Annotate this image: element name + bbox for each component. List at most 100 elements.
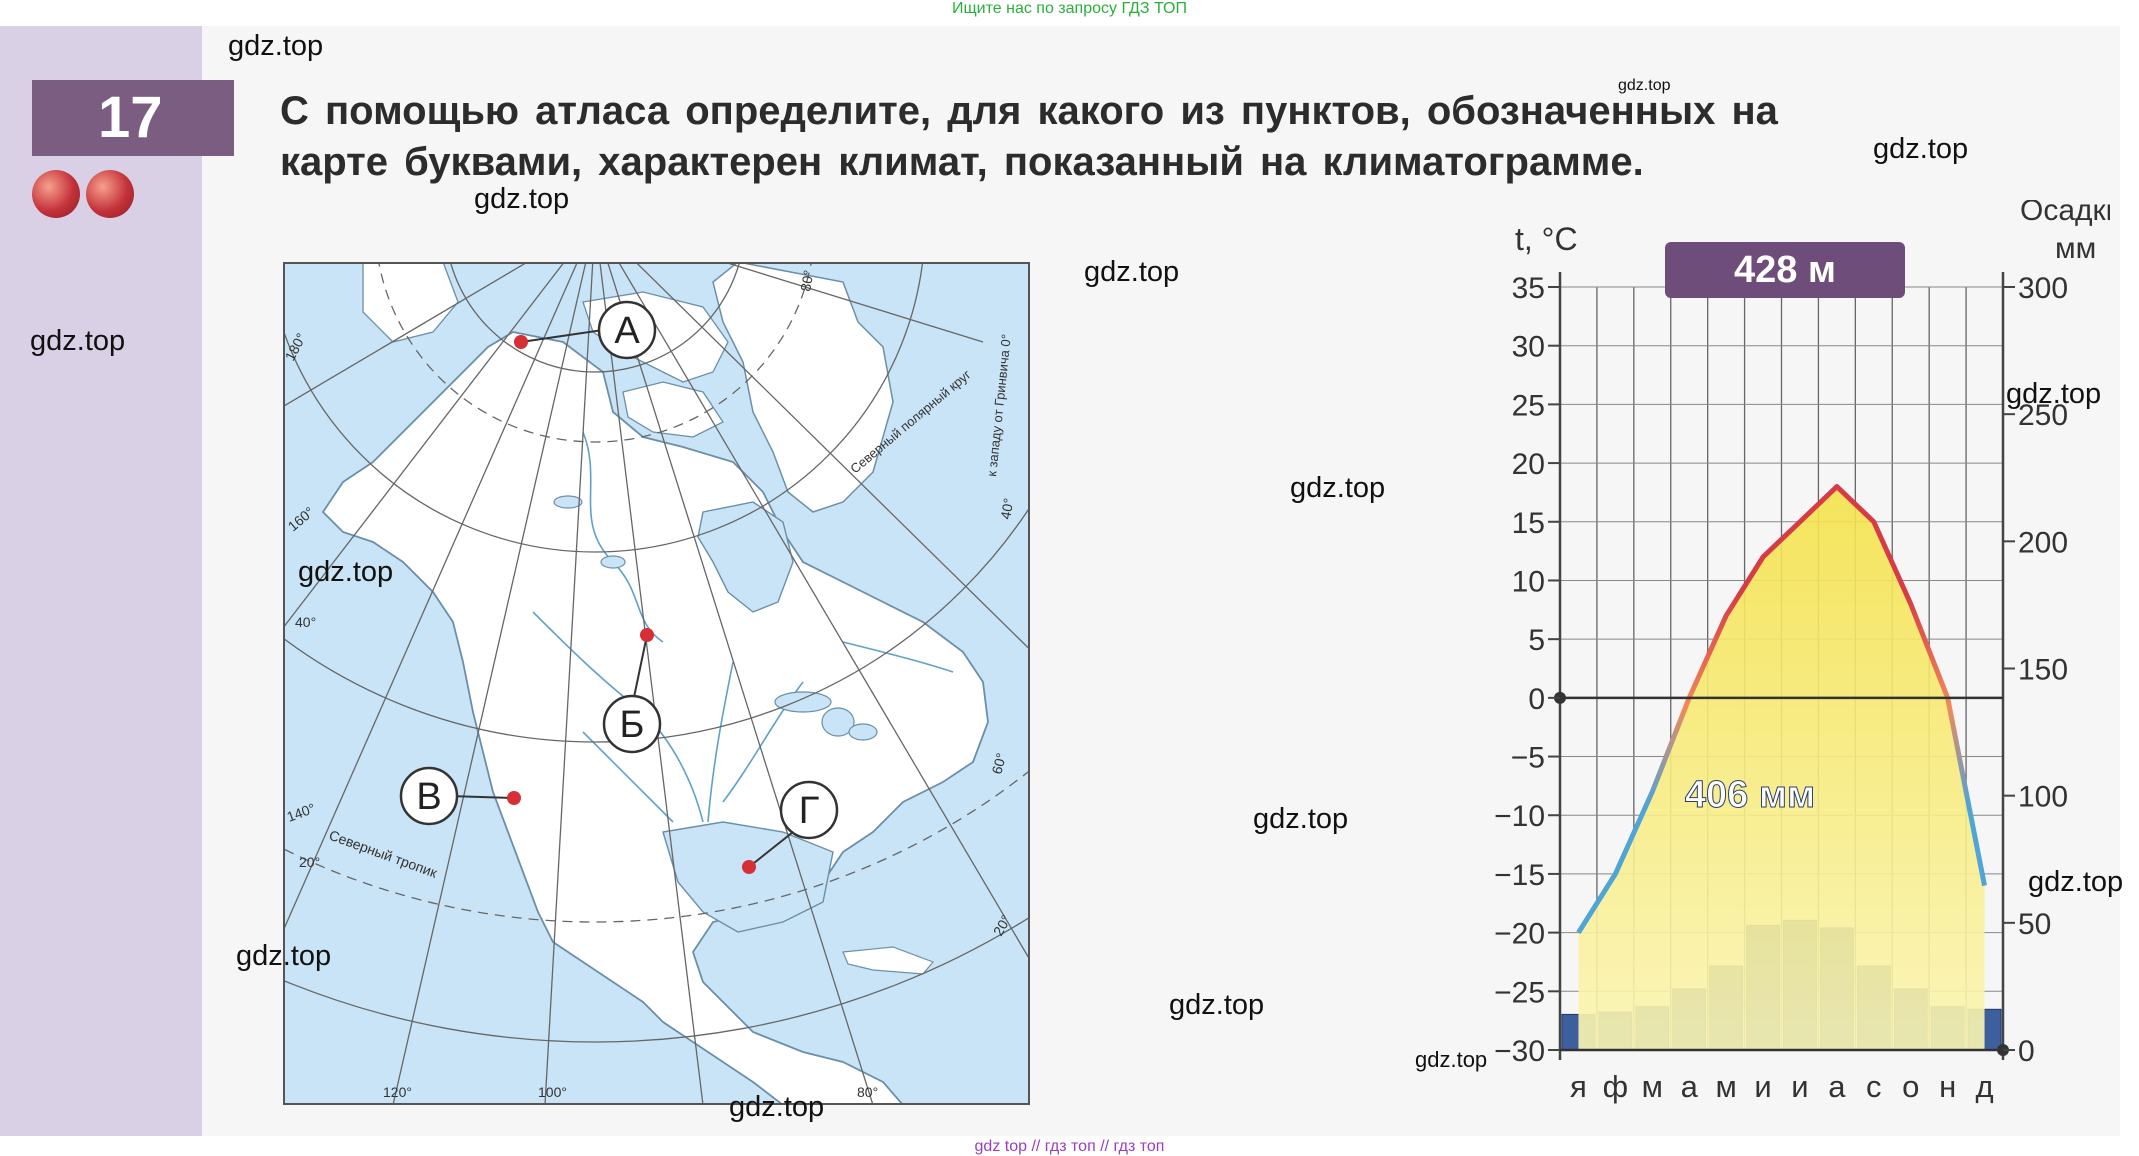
north-america-map: 180° 160° 40° 140° 20° 120° 100° 80° 60°…	[283, 262, 1030, 1105]
temperature-tick-label: 20	[1512, 448, 1545, 481]
hudson-bay	[697, 501, 794, 613]
temperature-tick-label: −10	[1494, 800, 1545, 833]
precipitation-axis-unit: мм	[2055, 232, 2096, 265]
temperature-tick-label: 35	[1512, 272, 1545, 305]
temperature-tick-label: −30	[1494, 1035, 1545, 1068]
chukotka-landmass	[362, 264, 459, 343]
task-text-line: карте буквами, характерен климат, показа…	[280, 140, 1644, 184]
point-g-badge[interactable]	[779, 780, 839, 840]
precipitation-tick-label: 100	[2018, 781, 2068, 814]
temperature-area	[1578, 486, 1985, 1050]
watermark-text: gdz.top	[236, 940, 332, 972]
month-label: д	[1975, 1069, 1993, 1104]
task-number-badge: 17	[32, 80, 234, 156]
meridians	[285, 264, 1028, 1103]
watermark-text: gdz.top	[1169, 989, 1265, 1021]
temperature-axis-title: t, °C	[1515, 221, 1578, 257]
footer-links[interactable]: gdz top // гдз топ // гдз топ	[974, 1138, 1165, 1155]
arctic-circle-line	[378, 264, 812, 443]
elevation-label: 428 м	[1734, 249, 1836, 291]
great-lakes	[553, 495, 878, 741]
precipitation-tick-label: 300	[2018, 272, 2068, 305]
map-points: А Б В Г	[399, 300, 839, 874]
month-label: а	[1828, 1069, 1846, 1104]
map-label-lon-120: 120°	[383, 1084, 412, 1100]
map-label-lon-80-top: 80°	[797, 269, 816, 293]
point-v-marker	[507, 791, 521, 805]
parallels	[285, 264, 1028, 1043]
point-v-badge[interactable]	[399, 766, 459, 826]
point-g-label: Г	[799, 790, 820, 832]
temperature-tick-label: 10	[1512, 565, 1545, 598]
temperature-tick-label: 0	[1528, 683, 1545, 716]
map-label-lat-60: 60°	[988, 751, 1009, 776]
month-label: с	[1866, 1069, 1882, 1104]
precipitation-tick-label: 50	[2018, 908, 2051, 941]
watermark-text: gdz.top	[1873, 133, 1969, 165]
point-a-badge[interactable]	[597, 300, 657, 360]
watermark-text: gdz.top	[1618, 77, 1671, 94]
task-number: 17	[98, 85, 163, 150]
map-label-lat-40-right: 40°	[997, 497, 1016, 521]
map-label-lat-20: 20°	[299, 854, 320, 870]
watermark-text: gdz.top	[298, 556, 394, 588]
greenland-landmass	[712, 264, 894, 513]
map-label-lon-100: 100°	[538, 1084, 567, 1100]
month-label: и	[1791, 1069, 1808, 1104]
watermark-text: gdz.top	[228, 30, 324, 62]
month-label: о	[1902, 1069, 1919, 1104]
watermark-text: gdz.top	[1415, 1047, 1488, 1072]
precipitation-tick-label: 200	[2018, 526, 2068, 559]
watermark-text: gdz.top	[2028, 866, 2124, 898]
temperature-ticks: 35 30 25 20 15 10 5 0 −5 −10 −15 −20 −25 −30	[1494, 272, 1560, 1068]
watermark-text: gdz.top	[474, 183, 570, 215]
watermark-text: gdz.top	[1290, 472, 1386, 504]
task-text-line: С помощью атласа определите, для какого …	[280, 89, 1778, 133]
temperature-tick-label: −25	[1494, 976, 1545, 1009]
watermark-text: gdz.top	[1084, 256, 1180, 288]
temperature-tick-label: 5	[1528, 624, 1545, 657]
temperature-tick-label: 15	[1512, 507, 1545, 540]
point-a-marker	[514, 335, 528, 349]
month-label: и	[1754, 1069, 1771, 1104]
watermark-text: gdz.top	[2006, 378, 2102, 410]
precipitation-total-label: 406 мм	[1685, 774, 1815, 816]
precipitation-axis-title: Осадки,	[2020, 200, 2110, 227]
elevation-badge	[1665, 242, 1905, 298]
point-a-label: А	[614, 310, 640, 352]
temperature-tick-label: 30	[1512, 331, 1545, 364]
difficulty-ball-icon	[32, 170, 80, 218]
month-label: м	[1642, 1069, 1663, 1104]
month-label: н	[1939, 1069, 1956, 1104]
climatogram-axes	[1554, 272, 2009, 1060]
point-b-label: Б	[620, 704, 645, 746]
temperature-tick-label: −15	[1494, 859, 1545, 892]
map-label-lat-40: 40°	[295, 614, 316, 630]
point-v-label: В	[416, 776, 441, 818]
precipitation-tick-label: 0	[2018, 1035, 2035, 1068]
month-label: я	[1570, 1069, 1587, 1104]
precipitation-tick-label: 250	[2018, 399, 2068, 432]
watermark-text: gdz.top	[30, 325, 126, 357]
point-g-marker	[742, 860, 756, 874]
month-label: ф	[1603, 1069, 1629, 1104]
point-b-marker	[640, 628, 654, 642]
month-label: м	[1715, 1069, 1736, 1104]
month-label: а	[1681, 1069, 1699, 1104]
map-label-lon-80-bottom: 80°	[857, 1084, 878, 1100]
difficulty-ball-icon	[86, 170, 134, 218]
temperature-line	[1576, 484, 1987, 934]
watermark-text: gdz.top	[1253, 803, 1349, 835]
temperature-tick-label: −20	[1494, 918, 1545, 951]
watermark-text: gdz.top	[729, 1091, 825, 1123]
point-b-badge[interactable]	[602, 694, 662, 754]
gulf-of-mexico	[662, 821, 834, 933]
temperature-tick-label: 25	[1512, 389, 1545, 422]
header-search-hint[interactable]: Ищите нас по запросу ГДЗ ТОП	[952, 0, 1187, 17]
temperature-tick-label: −5	[1511, 742, 1545, 775]
task-text: С помощью атласа определите, для какого …	[280, 86, 2000, 188]
precipitation-ticks: 300 250 200 150 100 50 0	[2003, 272, 2068, 1068]
precipitation-tick-label: 150	[2018, 654, 2068, 687]
